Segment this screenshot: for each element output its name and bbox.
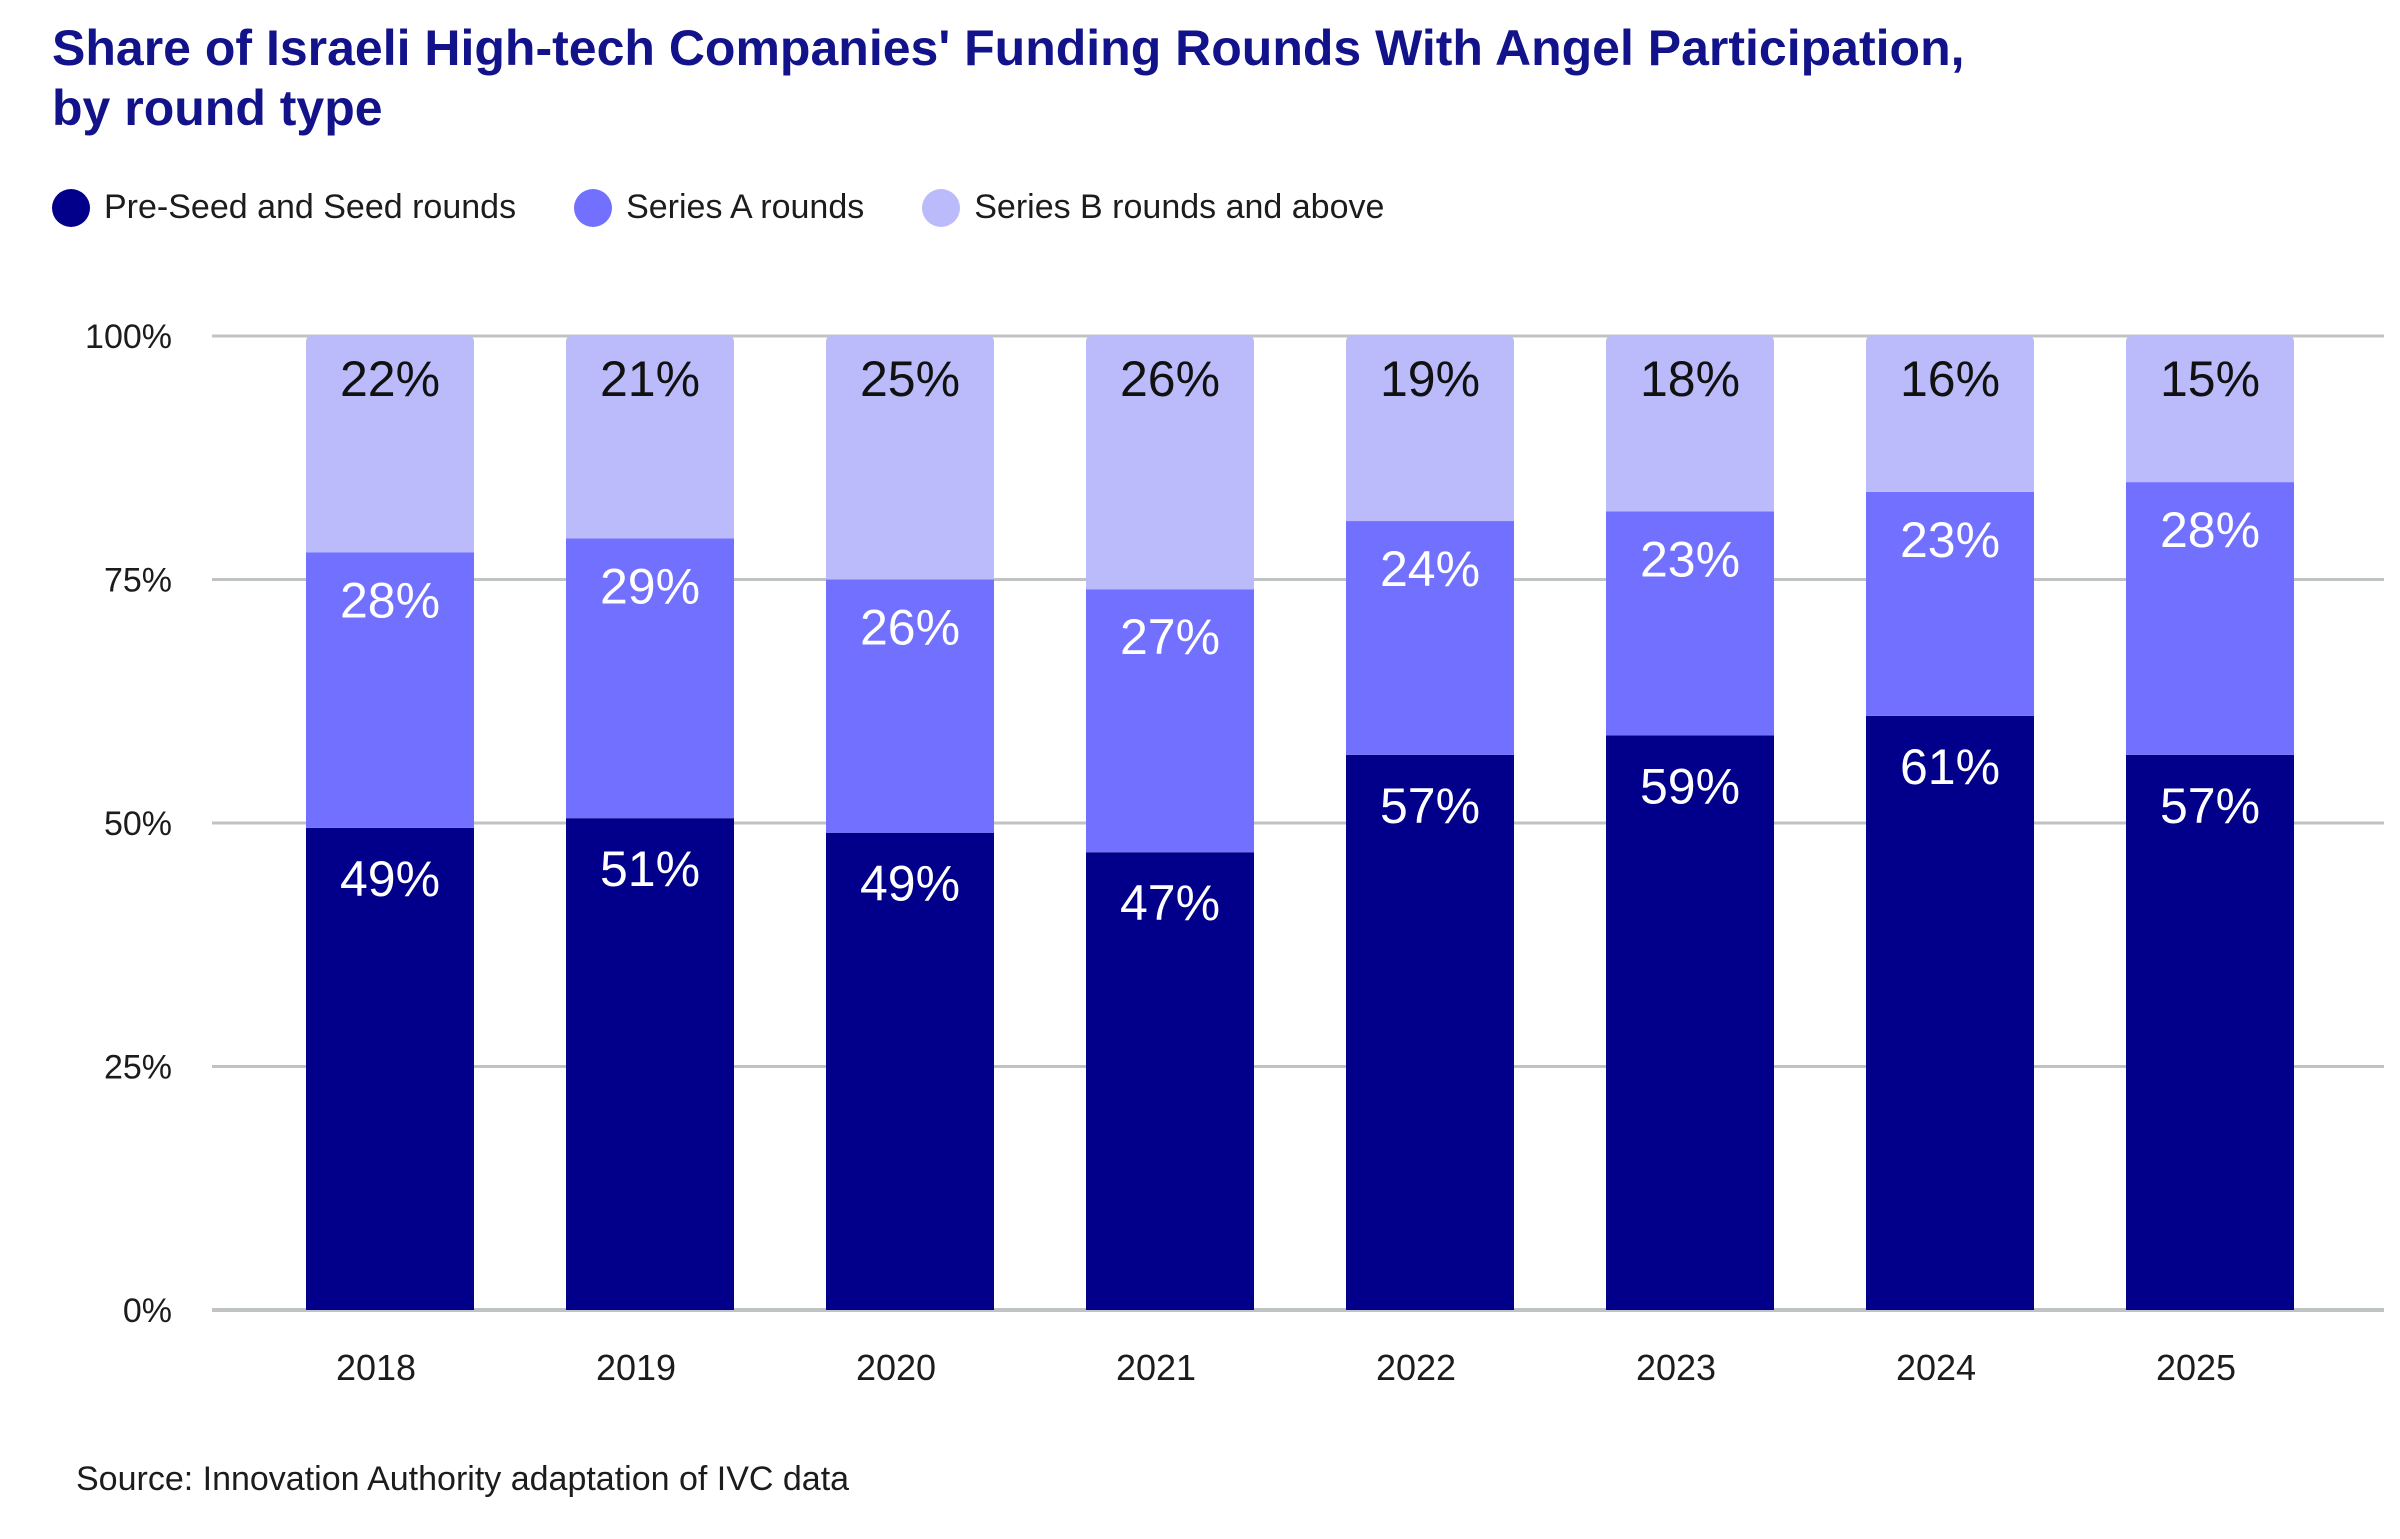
data-label-series-b: 26%: [1120, 351, 1220, 407]
bar-segment-series-b: [306, 336, 474, 553]
bar-segment-seed: [826, 832, 994, 1310]
data-label-series-b: 18%: [1640, 351, 1740, 407]
bar-segment-seed: [306, 827, 474, 1310]
x-tick-label: 2019: [596, 1347, 676, 1388]
data-label-series-a: 29%: [600, 559, 700, 615]
data-label-seed: 59%: [1640, 758, 1740, 814]
data-label-series-b: 16%: [1900, 351, 2000, 407]
data-label-seed: 49%: [860, 856, 960, 912]
chart-title-line-2: by round type: [52, 80, 383, 136]
bar-segment-series-a: [1606, 511, 1774, 736]
bar-segment-series-a: [2126, 482, 2294, 755]
data-label-seed: 61%: [1900, 739, 2000, 795]
bar-segment-seed: [1346, 754, 1514, 1310]
x-tick-label: 2020: [856, 1347, 936, 1388]
bar-segment-series-b: [1866, 336, 2034, 492]
y-tick-label: 100%: [85, 318, 172, 356]
data-label-series-a: 23%: [1640, 531, 1740, 587]
legend: Pre-Seed and Seed rounds Series A rounds…: [52, 188, 1442, 227]
data-label-series-b: 21%: [600, 351, 700, 407]
x-tick-label: 2024: [1896, 1347, 1976, 1388]
bar-segment-series-a: [826, 579, 994, 833]
legend-label-series-a: Series A rounds: [626, 188, 865, 226]
legend-item-seed: Pre-Seed and Seed rounds: [52, 188, 516, 227]
data-label-series-b: 15%: [2160, 351, 2260, 407]
data-label-series-b: 22%: [340, 351, 440, 407]
y-tick-label: 75%: [104, 562, 172, 600]
bar-segment-seed: [1606, 735, 1774, 1310]
x-tick-label: 2018: [336, 1347, 416, 1388]
bar-segment-series-a: [1086, 589, 1254, 853]
source-note: Source: Innovation Authority adaptation …: [76, 1460, 850, 1498]
bar-segment-series-a: [306, 552, 474, 828]
bar-segment-series-b: [826, 336, 994, 580]
data-label-series-a: 28%: [340, 572, 440, 628]
data-label-series-a: 24%: [1380, 541, 1480, 597]
bar-segment-series-b: [1346, 336, 1514, 522]
bar-segment-series-b: [2126, 336, 2294, 483]
x-tick-label: 2021: [1116, 1347, 1196, 1388]
x-tick-label: 2025: [2156, 1347, 2236, 1388]
data-label-seed: 57%: [2160, 778, 2260, 834]
legend-label-seed: Pre-Seed and Seed rounds: [104, 188, 517, 226]
legend-item-series-b: Series B rounds and above: [922, 188, 1384, 227]
legend-label-series-b: Series B rounds and above: [974, 188, 1385, 226]
data-label-series-b: 19%: [1380, 351, 1480, 407]
bar-segment-series-b: [1606, 336, 1774, 512]
bar-segment-series-b: [566, 336, 734, 539]
x-tick-label: 2023: [1636, 1347, 1716, 1388]
bar-segment-series-a: [1346, 521, 1514, 755]
bar-segment-seed: [566, 818, 734, 1310]
data-label-seed: 49%: [340, 851, 440, 907]
data-label-series-a: 23%: [1900, 512, 2000, 568]
bar-segment-series-a: [1866, 491, 2034, 716]
bar-segment-seed: [2126, 754, 2294, 1310]
data-label-series-b: 25%: [860, 351, 960, 407]
data-label-series-a: 26%: [860, 600, 960, 656]
data-label-seed: 47%: [1120, 875, 1220, 931]
bar-segment-seed: [1086, 852, 1254, 1310]
legend-swatch-series-b: [922, 188, 961, 227]
y-tick-label: 25%: [104, 1049, 172, 1087]
legend-swatch-seed: [52, 188, 90, 227]
x-tick-label: 2022: [1376, 1347, 1456, 1388]
data-label-series-a: 27%: [1120, 609, 1220, 665]
chart-title-line-1: Share of Israeli High-tech Companies' Fu…: [52, 20, 1965, 76]
y-tick-label: 50%: [104, 805, 172, 843]
legend-item-series-a: Series A rounds: [574, 188, 864, 227]
data-label-series-a: 28%: [2160, 502, 2260, 558]
data-label-seed: 57%: [1380, 778, 1480, 834]
bar-segment-series-b: [1086, 336, 1254, 590]
legend-swatch-series-a: [574, 188, 613, 227]
bar-segment-seed: [1866, 715, 2034, 1310]
chart-title: Share of Israeli High-tech Companies' Fu…: [52, 18, 2352, 138]
y-tick-label: 0%: [123, 1292, 172, 1330]
data-label-seed: 51%: [600, 841, 700, 897]
bar-segment-series-a: [566, 538, 734, 819]
